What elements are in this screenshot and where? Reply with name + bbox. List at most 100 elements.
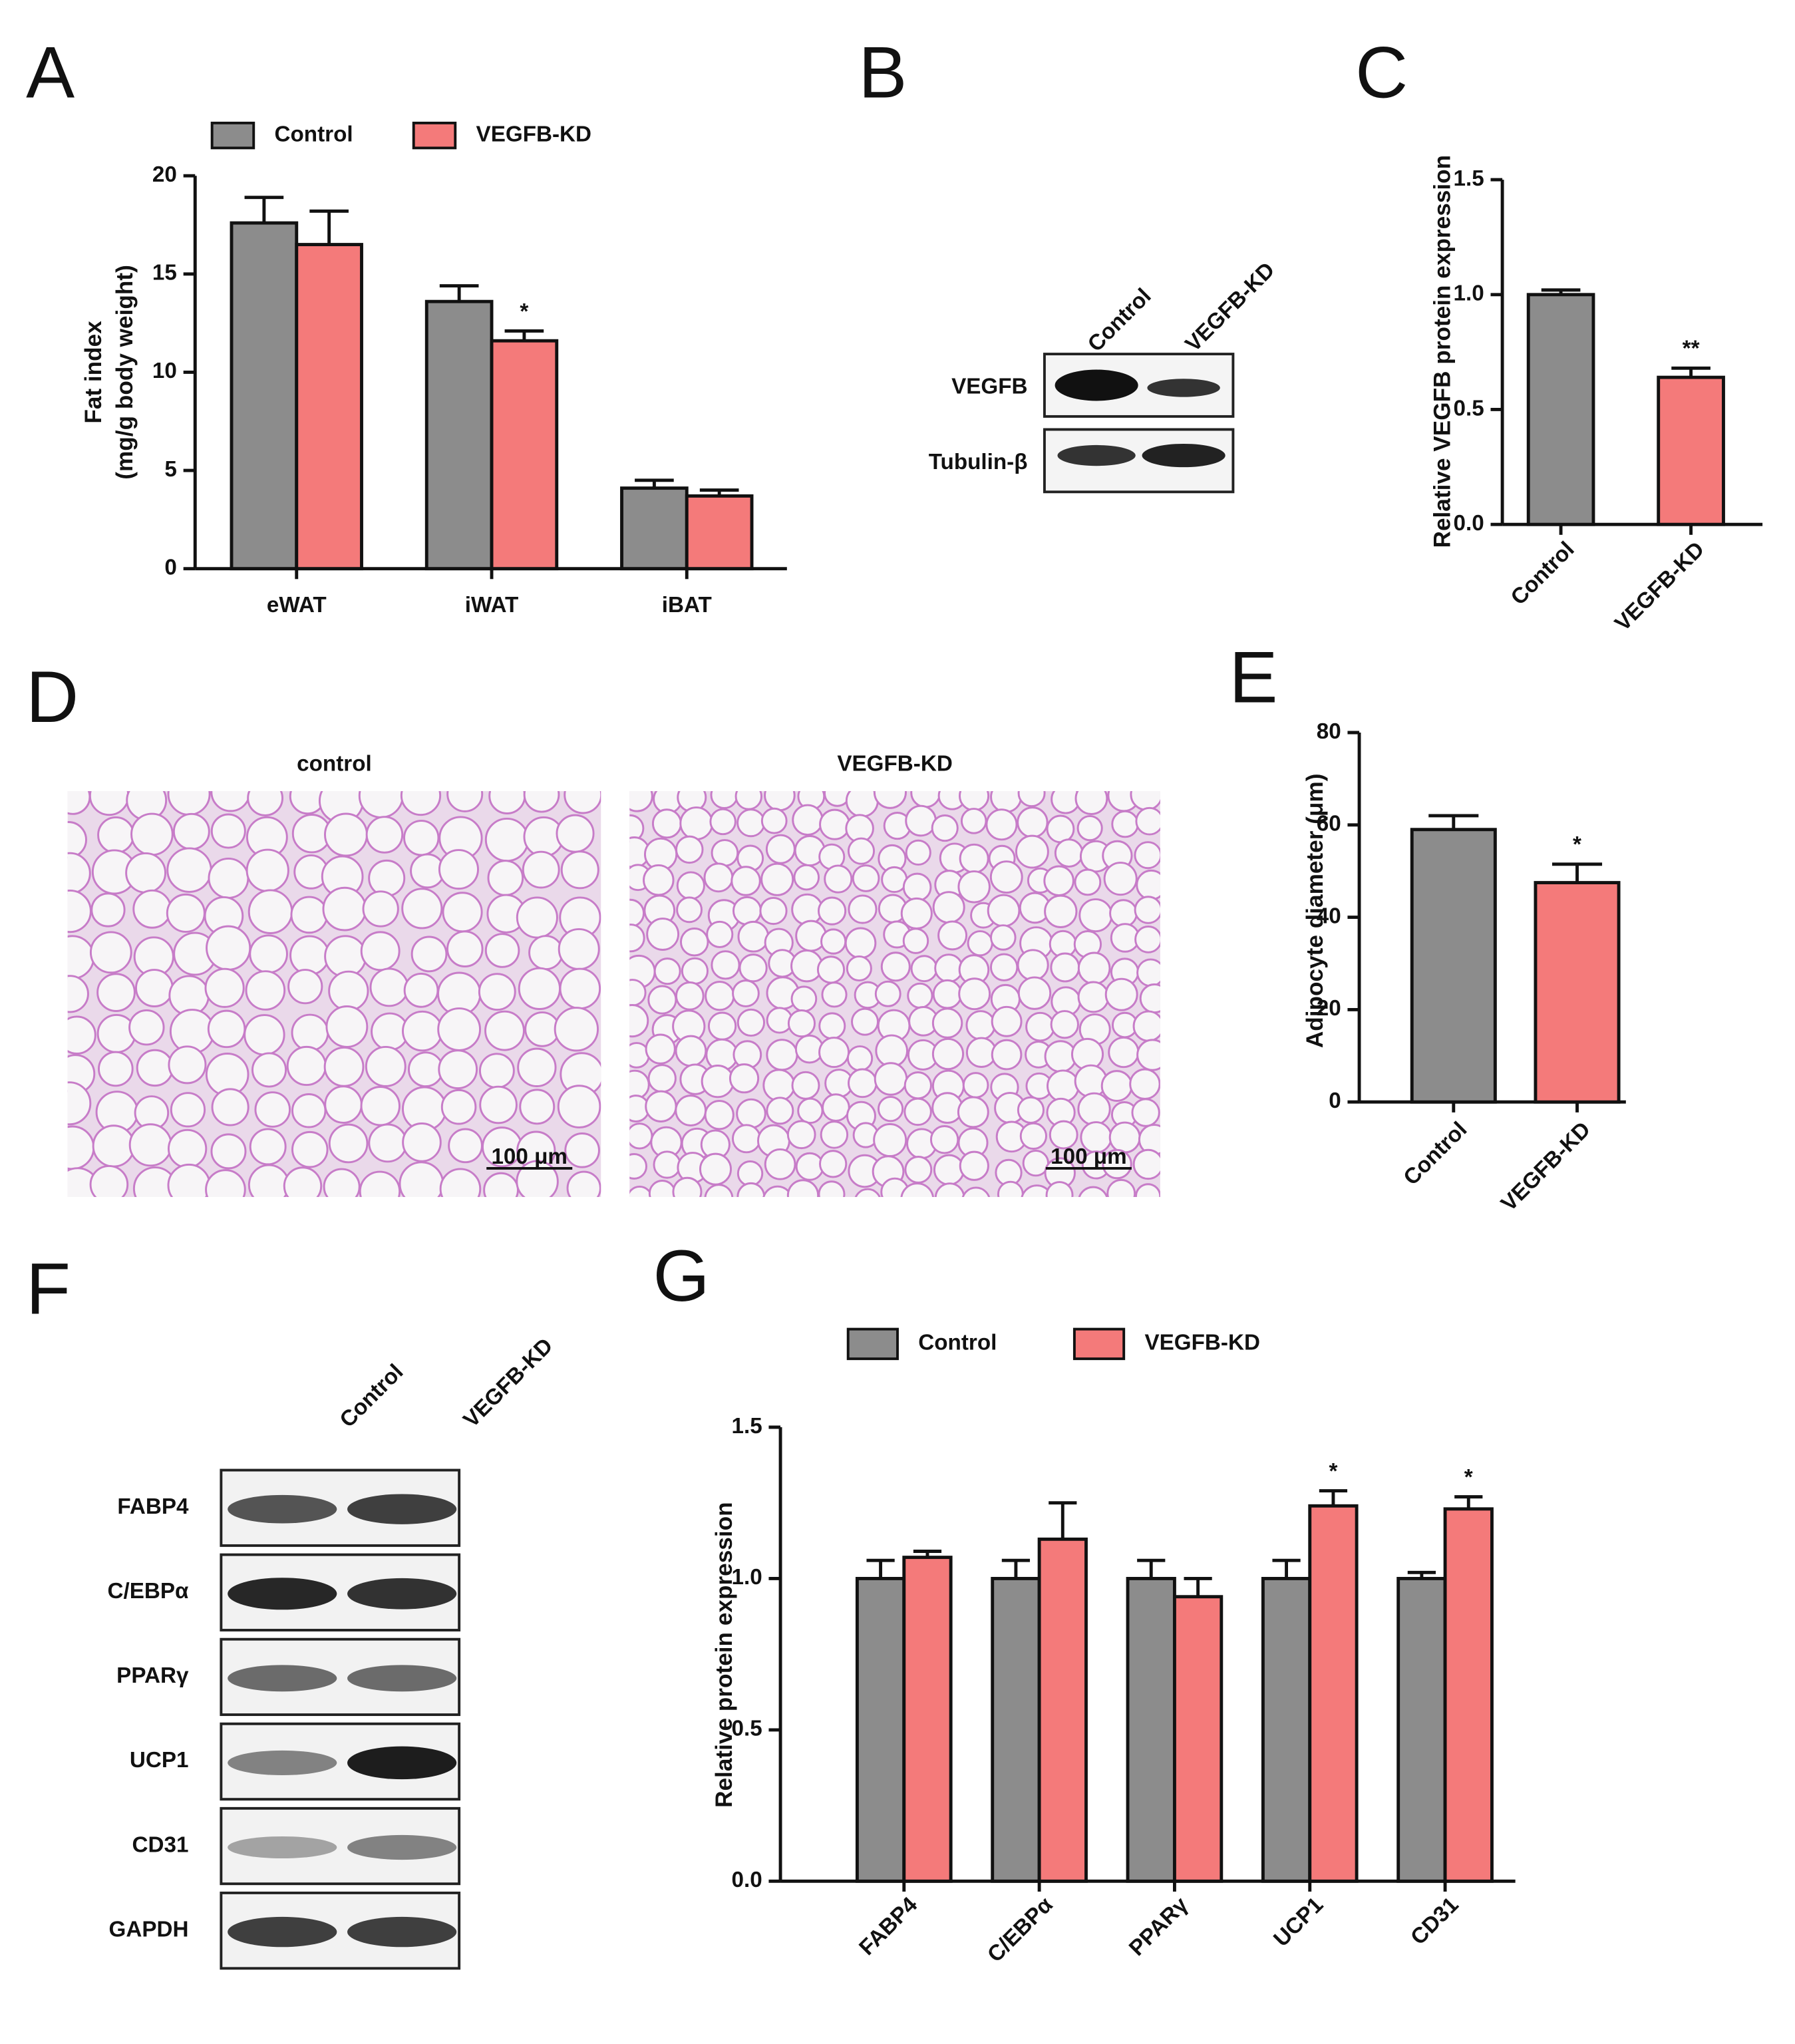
cell (766, 1097, 794, 1125)
y-axis-label: (mg/g body weight) (112, 265, 138, 480)
cell (1135, 806, 1160, 836)
panel-label: D (26, 657, 79, 738)
cell (704, 1100, 734, 1130)
cell (931, 1037, 965, 1071)
cell (985, 808, 1018, 841)
row-label: Tubulin-β (929, 450, 1028, 474)
cell (704, 1184, 734, 1197)
cell (1077, 951, 1111, 985)
cell (559, 967, 601, 1010)
cell (519, 1089, 556, 1125)
cell (854, 1188, 881, 1197)
bar (1172, 1595, 1224, 1883)
cell (703, 862, 734, 893)
cell (516, 1160, 559, 1197)
cell (446, 790, 484, 812)
cell (244, 1014, 285, 1056)
x-tick-label: iWAT (465, 593, 519, 617)
cell (848, 1068, 878, 1099)
cell (675, 1035, 707, 1067)
significance-mark: * (1464, 1465, 1473, 1490)
cell (647, 1064, 677, 1093)
panel-label: A (26, 33, 75, 114)
cell (959, 843, 989, 874)
cell (205, 1169, 246, 1197)
cell (793, 864, 820, 891)
cell (989, 860, 1023, 894)
cell (322, 886, 367, 932)
cell (874, 980, 901, 1007)
y-axis-label: Relative protein expression (711, 1502, 737, 1808)
cell (851, 1007, 879, 1036)
cell (1019, 1122, 1047, 1150)
cell (522, 850, 560, 889)
cell (991, 1005, 1023, 1037)
cell (846, 955, 872, 982)
cell (286, 1045, 327, 1087)
y-tick-label: 1.5 (1454, 166, 1484, 191)
cell (1050, 1010, 1079, 1039)
bar (855, 1577, 906, 1883)
y-tick-label: 20 (152, 162, 177, 187)
cell (957, 870, 991, 904)
cell (934, 1182, 965, 1197)
cell (844, 927, 877, 959)
y-tick-label: 60 (1317, 812, 1341, 836)
cell (402, 1010, 443, 1052)
cell (90, 892, 126, 928)
cell (359, 1170, 401, 1197)
cell (646, 918, 680, 951)
cell (98, 1051, 134, 1087)
cell (554, 1007, 599, 1052)
cell (629, 790, 653, 812)
cell (816, 955, 846, 984)
cell (289, 935, 330, 976)
cell (245, 970, 286, 1011)
bar (230, 221, 299, 571)
cell (873, 1123, 907, 1157)
y-tick-label: 20 (1317, 996, 1341, 1021)
cell (291, 1093, 327, 1128)
cell (136, 1049, 174, 1087)
cell (206, 925, 251, 971)
cell (672, 1176, 703, 1197)
cell (759, 896, 788, 926)
cell (990, 953, 1019, 981)
y-tick-label: 0.0 (731, 1868, 762, 1892)
cell (369, 967, 409, 1007)
cell (903, 1097, 932, 1126)
x-tick-label: iBAT (662, 593, 712, 617)
cell (564, 790, 601, 814)
cell (904, 1156, 933, 1184)
cell (557, 1085, 601, 1128)
cell (653, 1150, 681, 1179)
cell (1049, 1120, 1078, 1150)
y-tick-label: 10 (152, 359, 177, 383)
cell (442, 892, 483, 933)
bar (295, 243, 363, 571)
cell (1132, 1148, 1160, 1180)
cell (706, 920, 734, 948)
cell (1017, 806, 1049, 838)
y-tick-label: 0 (164, 555, 176, 580)
cell (736, 1160, 764, 1187)
cell (1103, 862, 1138, 896)
row-label: FABP4 (117, 1494, 189, 1519)
cell (290, 896, 329, 934)
cell (820, 1120, 849, 1149)
band (228, 1836, 337, 1859)
cell (629, 1185, 653, 1197)
cell (67, 1081, 92, 1126)
scale-bar-label: 100 μm (491, 1144, 568, 1169)
cell (1043, 865, 1074, 897)
cell (1077, 1092, 1111, 1126)
cell (362, 890, 399, 928)
bar (1526, 293, 1595, 526)
cell (1045, 1181, 1074, 1197)
cell (170, 1092, 206, 1128)
cell (440, 1089, 477, 1125)
y-tick-label: 0 (1329, 1089, 1341, 1113)
cell (765, 834, 796, 864)
cell (711, 839, 739, 867)
cell (323, 1168, 361, 1197)
